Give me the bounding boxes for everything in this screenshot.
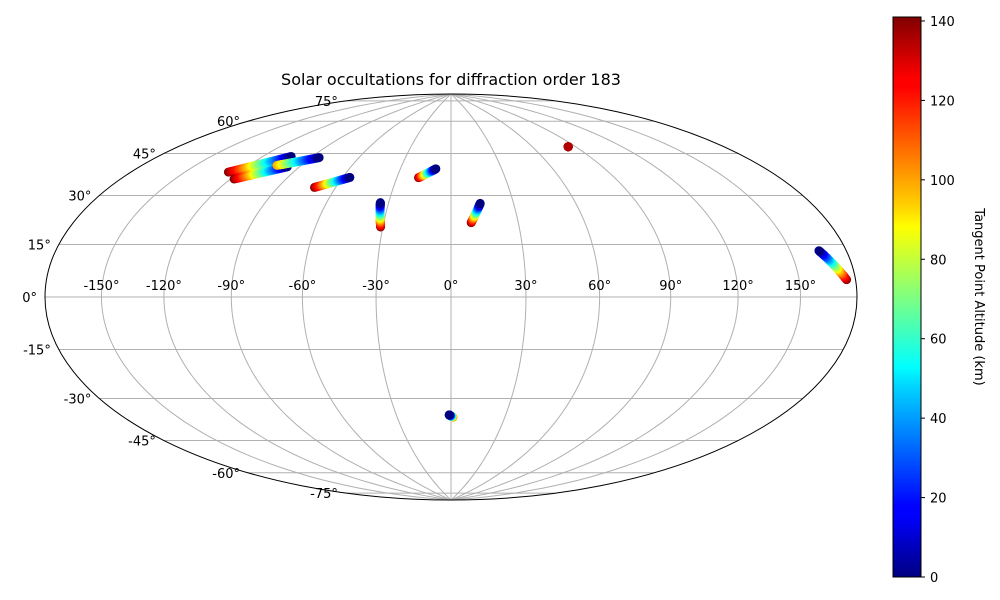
- longitude-tick-label: 90°: [659, 279, 682, 294]
- occultation-track: [309, 172, 355, 192]
- occultation-track: [375, 198, 386, 232]
- occultation-track: [466, 198, 485, 228]
- meridian-line: [450, 94, 672, 500]
- meridian-line: [301, 94, 452, 500]
- meridian-line: [163, 94, 452, 500]
- colorbar-tick-label: 40: [930, 412, 947, 427]
- occultation-track: [444, 410, 458, 422]
- colorbar-tick-label: 0: [930, 571, 938, 586]
- latitude-tick-label: 0°: [22, 291, 37, 306]
- longitude-tick-label: 150°: [785, 279, 816, 294]
- meridian-line: [450, 94, 739, 500]
- data-point: [444, 410, 454, 420]
- occultation-track: [814, 246, 852, 285]
- longitude-tick-label: 30°: [514, 279, 537, 294]
- meridian-line: [450, 94, 601, 500]
- colorbar-tick-label: 80: [930, 253, 947, 268]
- longitude-tick-label: -150°: [83, 279, 119, 294]
- longitude-tick-label: -90°: [217, 279, 245, 294]
- longitude-tick-labels: -150° -120° -90° -60° -30° 0° 30° 60° 90° 120° 150…: [83, 279, 816, 294]
- occultation-track: [272, 153, 324, 170]
- data-point: [814, 246, 824, 256]
- latitude-tick-label: 30°: [68, 190, 91, 205]
- chart-title: Solar occultations for diffraction order…: [281, 70, 621, 89]
- data-point: [475, 198, 485, 208]
- map-outline: [44, 93, 858, 501]
- map-grid: [45, 94, 857, 500]
- longitude-tick-label: -60°: [289, 279, 317, 294]
- latitude-tick-label: 15°: [28, 238, 51, 253]
- longitude-tick-label: 120°: [722, 279, 753, 294]
- colorbar-tick-label: 60: [930, 333, 947, 348]
- latitude-tick-label: -15°: [23, 344, 51, 359]
- colorbar-tick-label: 140: [930, 15, 955, 30]
- latitude-tick-label: -60°: [212, 467, 240, 482]
- colorbar: 0 20 40 60 80 100 120 140 Tangent Point Altitud…: [892, 15, 986, 586]
- latitude-tick-label: -75°: [310, 487, 338, 502]
- longitude-tick-label: -30°: [362, 279, 390, 294]
- colorbar-tick-label: 120: [930, 94, 955, 109]
- meridian-line: [450, 94, 527, 500]
- meridian-line: [375, 94, 452, 500]
- meridian-line: [230, 94, 452, 500]
- data-point: [431, 164, 441, 174]
- colorbar-gradient: [892, 16, 922, 578]
- colorbar-ticks: 0 20 40 60 80 100 120 140: [921, 15, 955, 586]
- longitude-tick-label: 60°: [588, 279, 611, 294]
- data-point: [345, 172, 355, 182]
- occultation-track: [414, 164, 441, 183]
- colorbar-label: Tangent Point Altitude (km): [971, 207, 986, 385]
- longitude-tick-label: 0°: [444, 279, 459, 294]
- occultation-track: [563, 142, 573, 152]
- longitude-tick-label: -120°: [146, 279, 182, 294]
- scatter-points: [223, 142, 852, 422]
- latitude-tick-labels: -75° -60° -45° -30° -15° 0° 15° 30° 45° 60° 75°: [22, 95, 338, 502]
- latitude-tick-label: 45°: [133, 147, 156, 162]
- colorbar-tick-label: 20: [930, 492, 947, 507]
- data-point: [375, 198, 385, 208]
- data-point: [314, 153, 324, 163]
- latitude-tick-label: -30°: [64, 393, 92, 408]
- data-point: [563, 142, 573, 152]
- latitude-tick-label: 75°: [315, 95, 338, 110]
- meridian-line: [450, 94, 802, 500]
- colorbar-tick-label: 100: [930, 174, 955, 189]
- latitude-tick-label: 60°: [217, 115, 240, 130]
- latitude-tick-label: -45°: [128, 435, 156, 450]
- meridian-line: [100, 94, 452, 500]
